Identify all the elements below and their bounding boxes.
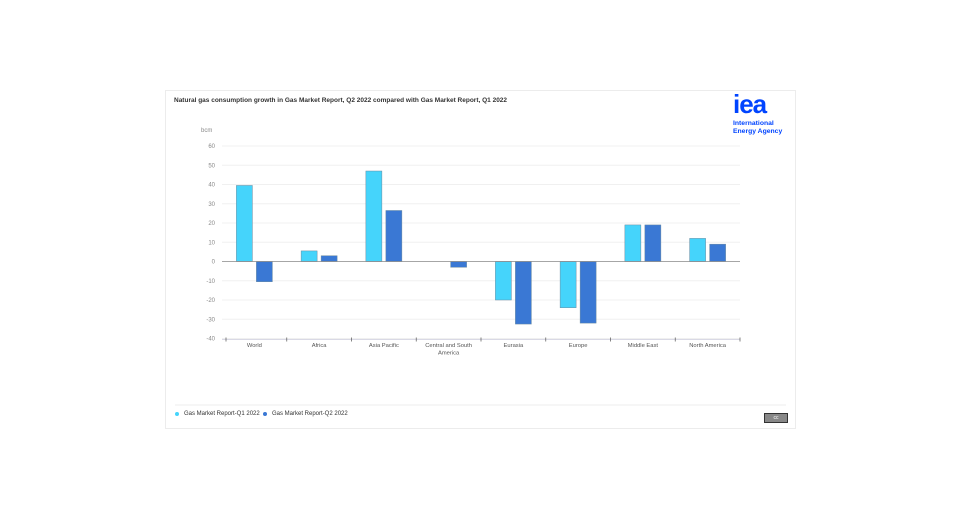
y-axis-label: bcm <box>201 128 212 134</box>
y-tick-label: 10 <box>208 240 215 246</box>
legend-item-q1[interactable]: Gas Market Report-Q1 2022 <box>175 411 260 417</box>
y-tick-label: 0 <box>212 260 216 266</box>
bar-q1 <box>624 224 642 262</box>
bar-q2 <box>385 210 403 262</box>
x-tick-label: Africa <box>312 343 328 349</box>
y-tick-label: 30 <box>208 202 215 208</box>
x-tick-label: Eurasia <box>504 343 524 349</box>
legend-label: Gas Market Report-Q1 2022 <box>184 411 260 417</box>
x-tick-label: North America <box>689 343 727 349</box>
y-tick-label: -20 <box>206 298 215 304</box>
legend-item-q2[interactable]: Gas Market Report-Q2 2022 <box>263 411 348 417</box>
bar-q1 <box>300 250 318 262</box>
logo-line1: International <box>733 120 774 127</box>
bar-q2 <box>579 261 597 324</box>
bar-q2 <box>450 261 467 268</box>
bar-q1 <box>495 261 512 301</box>
cc-license-icon[interactable]: cc <box>764 413 788 423</box>
bar-q2 <box>256 261 273 282</box>
y-tick-label: 20 <box>208 221 215 227</box>
bar-q2 <box>515 261 532 325</box>
x-tick-label: Asia Pacific <box>369 343 399 349</box>
x-tick-label: Central and South America <box>425 343 472 357</box>
bar-q1 <box>689 238 706 262</box>
logo-line2: Energy Agency <box>733 128 783 135</box>
legend-dot-icon <box>263 412 267 416</box>
bar-q1 <box>365 170 383 262</box>
legend-label: Gas Market Report-Q2 2022 <box>272 411 348 417</box>
y-tick-label: -10 <box>206 279 215 285</box>
x-tick-label: Europe <box>569 343 588 349</box>
chart-title: Natural gas consumption growth in Gas Ma… <box>174 97 508 104</box>
y-tick-label: 40 <box>208 183 215 189</box>
bar-q1 <box>236 185 253 262</box>
bar-q2 <box>709 243 726 262</box>
logo-mark: iea <box>733 89 767 119</box>
iea-logo: iea International Energy Agency <box>733 89 782 136</box>
legend-dot-icon <box>175 412 179 416</box>
x-tick-label: Middle East <box>628 343 659 349</box>
y-tick-label: -40 <box>206 337 215 343</box>
bar-q2 <box>320 255 338 262</box>
y-tick-label: 60 <box>208 144 215 150</box>
y-tick-label: 50 <box>208 163 215 169</box>
x-tick-label: World <box>247 343 262 349</box>
y-tick-label: -30 <box>206 317 215 323</box>
bar-q1 <box>559 261 577 308</box>
bar-q2 <box>644 224 662 262</box>
